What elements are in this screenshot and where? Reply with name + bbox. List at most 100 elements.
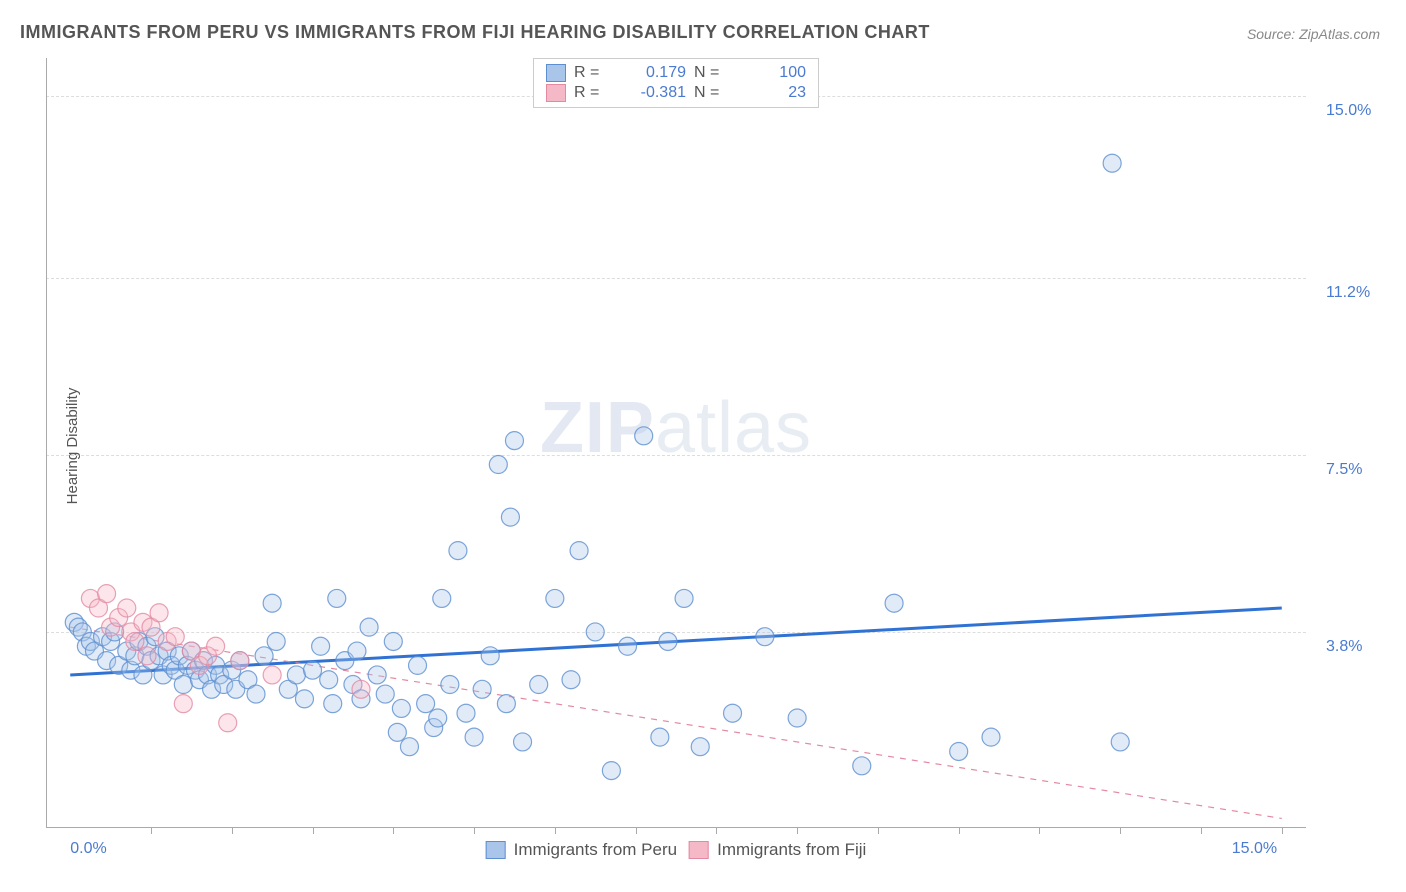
x-tick-label: 15.0%	[1232, 840, 1277, 858]
marker-peru	[473, 680, 491, 698]
marker-peru	[328, 589, 346, 607]
marker-peru	[756, 628, 774, 646]
marker-peru	[724, 704, 742, 722]
x-tick-mark	[1120, 828, 1121, 834]
marker-fiji	[126, 632, 144, 650]
marker-peru	[651, 728, 669, 746]
chart-title: IMMIGRANTS FROM PERU VS IMMIGRANTS FROM …	[20, 22, 930, 43]
marker-peru	[570, 542, 588, 560]
x-tick-label: 0.0%	[70, 840, 106, 858]
marker-fiji	[138, 647, 156, 665]
marker-peru	[304, 661, 322, 679]
legend-item-peru: Immigrants from Peru	[486, 840, 677, 860]
regression-line-fiji	[70, 627, 1282, 818]
marker-peru	[400, 738, 418, 756]
marker-fiji	[174, 695, 192, 713]
legend-series: Immigrants from Peru Immigrants from Fiji	[486, 840, 867, 860]
marker-peru	[1103, 154, 1121, 172]
y-tick-label: 3.8%	[1326, 638, 1362, 656]
marker-peru	[691, 738, 709, 756]
marker-fiji	[98, 585, 116, 603]
swatch-fiji	[689, 841, 709, 859]
marker-peru	[255, 647, 273, 665]
legend-label: Immigrants from Fiji	[717, 840, 866, 860]
marker-peru	[312, 637, 330, 655]
marker-peru	[586, 623, 604, 641]
legend-label: Immigrants from Peru	[514, 840, 677, 860]
swatch-fiji	[546, 84, 566, 102]
legend-item-fiji: Immigrants from Fiji	[689, 840, 866, 860]
scatter-plot-svg	[46, 58, 1306, 828]
marker-peru	[287, 666, 305, 684]
x-tick-mark	[1282, 828, 1283, 834]
source-label: Source: ZipAtlas.com	[1247, 26, 1380, 42]
y-tick-label: 11.2%	[1326, 284, 1370, 302]
n-value: 100	[736, 64, 806, 82]
marker-peru	[1111, 733, 1129, 751]
marker-peru	[360, 618, 378, 636]
marker-peru	[982, 728, 1000, 746]
marker-peru	[497, 695, 515, 713]
marker-peru	[457, 704, 475, 722]
marker-peru	[368, 666, 386, 684]
x-tick-mark	[474, 828, 475, 834]
marker-peru	[505, 432, 523, 450]
swatch-peru	[486, 841, 506, 859]
x-tick-mark	[555, 828, 556, 834]
x-axis-line	[46, 827, 1306, 828]
x-tick-mark	[1201, 828, 1202, 834]
x-tick-mark	[797, 828, 798, 834]
marker-peru	[295, 690, 313, 708]
marker-peru	[853, 757, 871, 775]
n-label: N =	[694, 64, 728, 82]
marker-peru	[530, 676, 548, 694]
marker-fiji	[118, 599, 136, 617]
marker-peru	[481, 647, 499, 665]
r-value: -0.381	[616, 84, 686, 102]
marker-peru	[392, 699, 410, 717]
marker-peru	[384, 632, 402, 650]
y-tick-label: 7.5%	[1326, 461, 1362, 479]
x-tick-mark	[636, 828, 637, 834]
legend-corr-row-peru: R = 0.179 N = 100	[546, 63, 806, 83]
y-tick-label: 15.0%	[1326, 102, 1371, 120]
marker-peru	[635, 427, 653, 445]
marker-peru	[247, 685, 265, 703]
marker-peru	[174, 676, 192, 694]
marker-peru	[885, 594, 903, 612]
y-axis-line	[46, 58, 47, 828]
legend-correlation: R = 0.179 N = 100 R = -0.381 N = 23	[533, 58, 819, 108]
marker-peru	[501, 508, 519, 526]
marker-peru	[659, 632, 677, 650]
x-tick-mark	[878, 828, 879, 834]
marker-peru	[376, 685, 394, 703]
marker-peru	[514, 733, 532, 751]
marker-fiji	[207, 637, 225, 655]
n-label: N =	[694, 84, 728, 102]
marker-peru	[449, 542, 467, 560]
marker-peru	[433, 589, 451, 607]
marker-peru	[348, 642, 366, 660]
marker-fiji	[166, 628, 184, 646]
marker-peru	[619, 637, 637, 655]
marker-peru	[320, 671, 338, 689]
marker-peru	[429, 709, 447, 727]
marker-peru	[324, 695, 342, 713]
marker-fiji	[352, 680, 370, 698]
marker-peru	[465, 728, 483, 746]
marker-peru	[788, 709, 806, 727]
r-value: 0.179	[616, 64, 686, 82]
r-label: R =	[574, 84, 608, 102]
r-label: R =	[574, 64, 608, 82]
marker-peru	[263, 594, 281, 612]
marker-peru	[417, 695, 435, 713]
marker-peru	[441, 676, 459, 694]
n-value: 23	[736, 84, 806, 102]
marker-peru	[267, 632, 285, 650]
marker-peru	[950, 742, 968, 760]
x-tick-mark	[1039, 828, 1040, 834]
marker-peru	[562, 671, 580, 689]
marker-peru	[489, 456, 507, 474]
marker-fiji	[263, 666, 281, 684]
marker-fiji	[150, 604, 168, 622]
